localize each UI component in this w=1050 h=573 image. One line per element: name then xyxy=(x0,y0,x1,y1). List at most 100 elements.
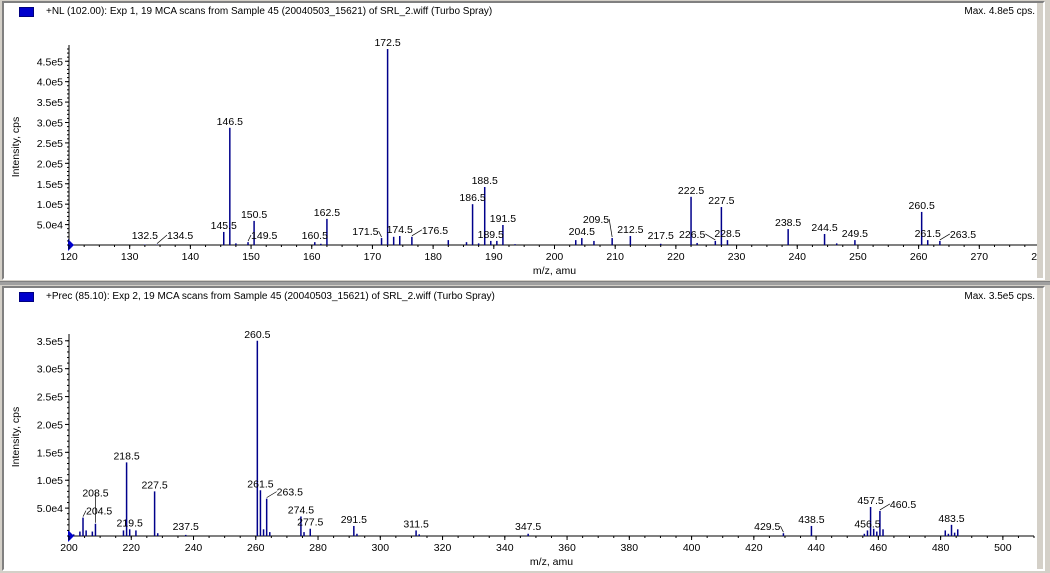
peak-label: 227.5 xyxy=(708,195,734,207)
x-tick-label: 150 xyxy=(242,251,260,263)
peak-label: 228.5 xyxy=(714,228,740,240)
y-tick-label: 5.0e4 xyxy=(37,220,63,232)
peak-label-leader xyxy=(608,219,613,238)
x-tick-label: 160 xyxy=(303,251,321,263)
y-tick-label: 2.0e5 xyxy=(37,158,63,170)
peak-label: 274.5 xyxy=(288,504,314,516)
x-tick-label: 460 xyxy=(870,542,888,554)
peak-label: 212.5 xyxy=(617,224,643,236)
peak-label: 188.5 xyxy=(472,175,498,187)
x-tick-label: 170 xyxy=(364,251,382,263)
x-tick-label: 220 xyxy=(122,542,140,554)
peak-label-leader xyxy=(780,525,784,533)
peak-label: 132.5 xyxy=(132,230,158,242)
scrollbar[interactable] xyxy=(1037,288,1043,569)
x-tick-label: 480 xyxy=(932,542,950,554)
peak-label: 457.5 xyxy=(857,495,883,507)
x-tick-label: 320 xyxy=(434,542,452,554)
pane-splitter[interactable] xyxy=(0,281,1050,285)
peak-label: 145.5 xyxy=(211,220,237,232)
x-tick-label: 120 xyxy=(60,251,78,263)
y-tick-label: 3.5e5 xyxy=(37,97,63,109)
peak-label: 217.5 xyxy=(648,230,674,242)
peak-label: 238.5 xyxy=(775,217,801,229)
peak-label-leader xyxy=(247,234,252,242)
peak-label: 174.5 xyxy=(387,224,413,236)
y-tick-label: 1.5e5 xyxy=(37,179,63,191)
x-tick-label: 200 xyxy=(60,542,78,554)
spectrum-plot[interactable]: 200 220 240 260 280 300 320 340 360 380 400 420 440 4… xyxy=(4,288,1043,569)
y-tick-label: 1.0e5 xyxy=(37,475,63,487)
peak-label: 191.5 xyxy=(490,213,516,225)
y-tick-label: 4.5e5 xyxy=(37,56,63,68)
y-tick-label: 3.5e5 xyxy=(37,336,63,348)
spectrum-panel-nl: +NL (102.00): Exp 1, 19 MCA scans from S… xyxy=(2,1,1045,280)
x-tick-label: 210 xyxy=(606,251,624,263)
peak-label-leader xyxy=(705,233,716,241)
x-tick-label: 300 xyxy=(372,542,390,554)
y-tick-label: 2.5e5 xyxy=(37,138,63,150)
peak-label: 429.5 xyxy=(754,521,780,533)
y-tick-label: 2.5e5 xyxy=(37,392,63,404)
y-tick-label: 3.0e5 xyxy=(37,364,63,376)
x-tick-label: 340 xyxy=(496,542,514,554)
x-tick-label: 140 xyxy=(182,251,200,263)
y-tick-label: 4.0e5 xyxy=(37,77,63,89)
peak-label: 204.5 xyxy=(569,226,595,238)
peak-label: 172.5 xyxy=(374,37,400,49)
spectrum-plot[interactable]: 120 130 140 150 160 170 180 190 200 210 220 230 240 2… xyxy=(4,3,1043,278)
peak-label: 227.5 xyxy=(141,479,167,491)
x-tick-label: 260 xyxy=(910,251,928,263)
legend-swatch xyxy=(19,7,34,17)
peak-label: 162.5 xyxy=(314,207,340,219)
peak-label-leader xyxy=(939,233,951,241)
peak-label: 186.5 xyxy=(459,192,485,204)
peak-label: 263.5 xyxy=(950,229,976,241)
peak-label: 244.5 xyxy=(811,222,837,234)
x-tick-label: 240 xyxy=(185,542,203,554)
y-axis-label: Intensity, cps xyxy=(10,117,22,178)
peak-label: 311.5 xyxy=(403,518,429,530)
x-tick-label: 400 xyxy=(683,542,701,554)
spectrum-panel-prec: +Prec (85.10): Exp 2, 19 MCA scans from … xyxy=(2,286,1045,571)
peak-label: 249.5 xyxy=(842,228,868,240)
y-tick-label: 1.0e5 xyxy=(37,199,63,211)
peak-label-leader xyxy=(411,229,423,237)
x-axis-label: m/z, amu xyxy=(530,556,573,568)
x-tick-label: 420 xyxy=(745,542,763,554)
y-axis-label: Intensity, cps xyxy=(10,407,22,468)
x-tick-label: 280 xyxy=(309,542,327,554)
peak-label-leader xyxy=(378,230,382,238)
x-tick-label: 200 xyxy=(546,251,564,263)
peak-label: 277.5 xyxy=(297,517,323,529)
peak-label: 483.5 xyxy=(938,513,964,525)
peak-label: 219.5 xyxy=(117,517,143,529)
peak-label: 261.5 xyxy=(247,478,273,490)
peak-label: 218.5 xyxy=(113,450,139,462)
x-tick-label: 240 xyxy=(788,251,806,263)
x-tick-label: 230 xyxy=(728,251,746,263)
peak-label-leader xyxy=(82,510,87,517)
x-tick-label: 500 xyxy=(994,542,1012,554)
y-tick-label: 1.5e5 xyxy=(37,447,63,459)
peak-label: 260.5 xyxy=(244,329,270,341)
peak-label: 261.5 xyxy=(915,228,941,240)
peak-label-leader xyxy=(156,234,168,244)
peak-label: 146.5 xyxy=(217,116,243,128)
peak-label: 204.5 xyxy=(86,506,112,518)
peak-label: 160.5 xyxy=(302,230,328,242)
y-tick-label: 5.0e4 xyxy=(37,503,63,515)
peak-label-leader xyxy=(879,503,891,511)
x-tick-label: 260 xyxy=(247,542,265,554)
x-tick-label: 180 xyxy=(424,251,442,263)
x-tick-label: 250 xyxy=(849,251,867,263)
y-tick-label: 3.0e5 xyxy=(37,118,63,130)
peak-label: 237.5 xyxy=(173,521,199,533)
peak-label: 189.5 xyxy=(478,229,504,241)
peak-label: 460.5 xyxy=(890,499,916,511)
legend-swatch xyxy=(19,292,34,302)
peak-label: 347.5 xyxy=(515,521,541,533)
scrollbar[interactable] xyxy=(1037,3,1043,278)
peak-label: 150.5 xyxy=(241,209,267,221)
peak-label-leader xyxy=(266,491,277,498)
